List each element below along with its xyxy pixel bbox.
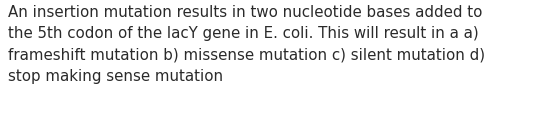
Text: An insertion mutation results in two nucleotide bases added to
the 5th codon of : An insertion mutation results in two nuc… [8,5,485,84]
